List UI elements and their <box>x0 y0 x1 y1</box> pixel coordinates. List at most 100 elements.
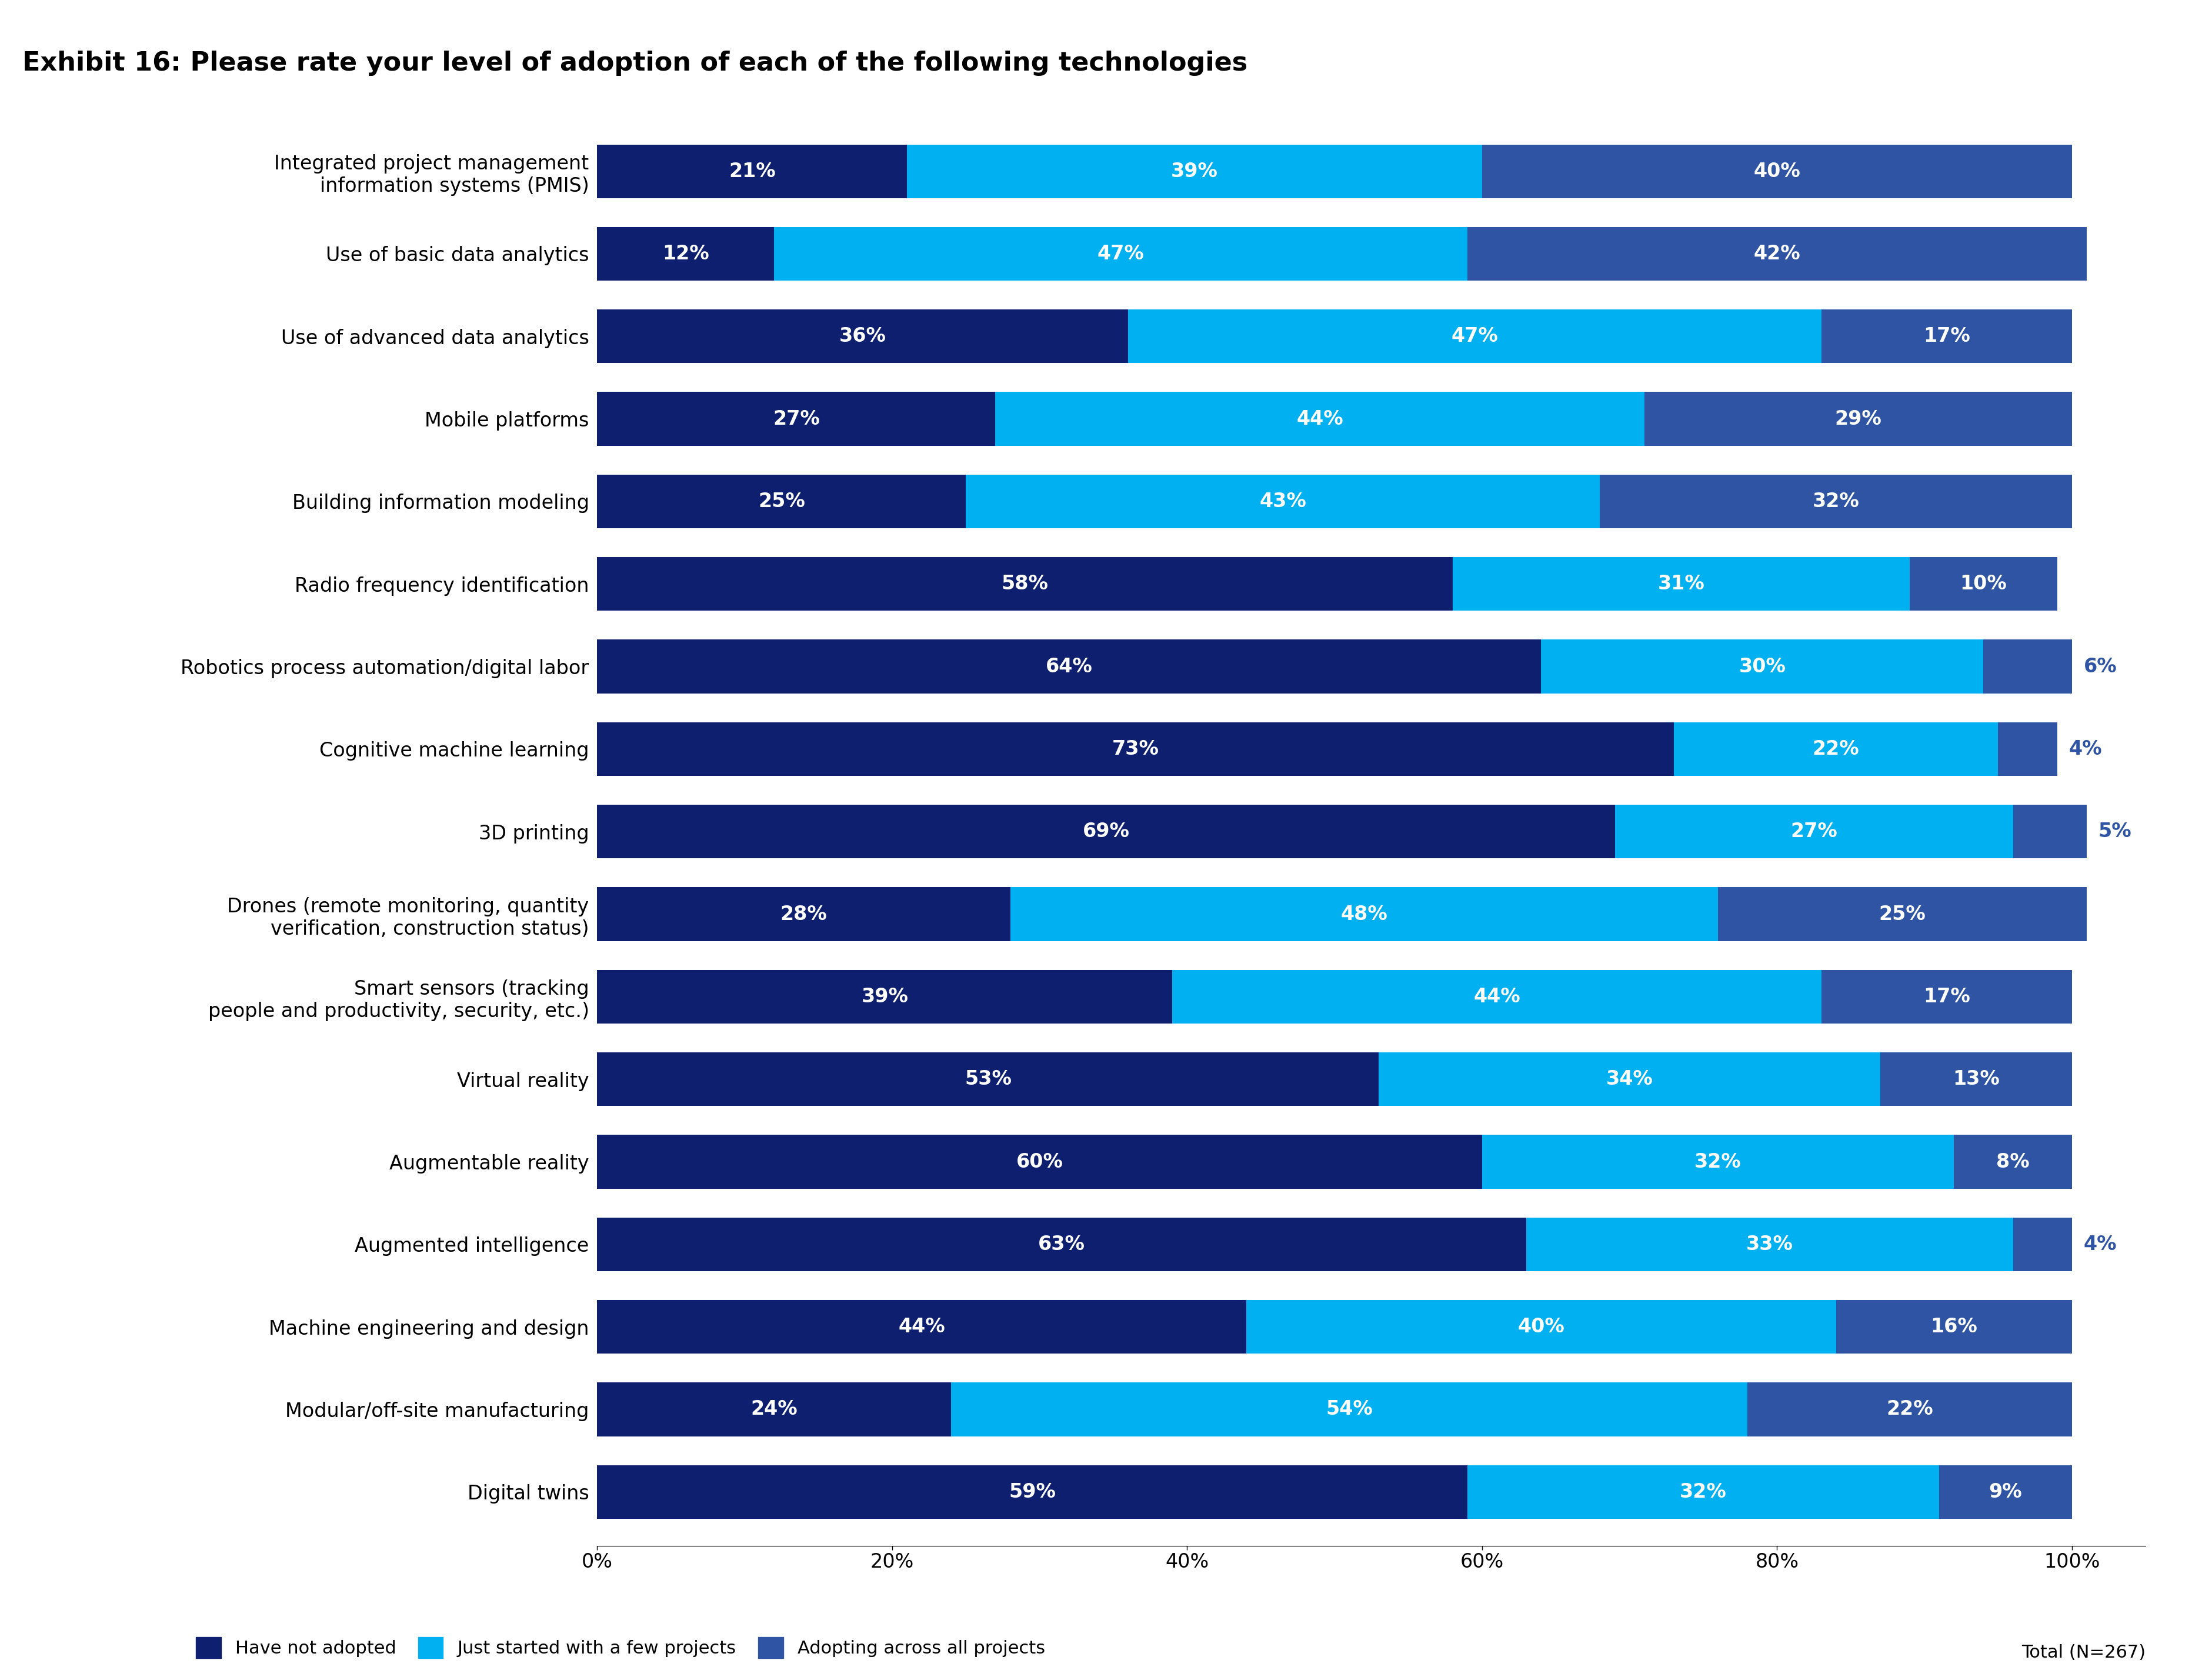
Text: 8%: 8% <box>1995 1152 2031 1171</box>
Bar <box>1997 722 2057 776</box>
Text: 28%: 28% <box>781 904 827 924</box>
Bar <box>597 227 774 281</box>
Text: 22%: 22% <box>1812 739 1860 759</box>
Bar <box>2013 1218 2073 1272</box>
Bar <box>1245 1300 1836 1354</box>
Text: 29%: 29% <box>1834 410 1882 428</box>
Bar <box>1820 309 2073 363</box>
Text: 4%: 4% <box>2084 1235 2117 1253</box>
Text: Exhibit 16: Please rate your level of adoption of each of the following technolo: Exhibit 16: Please rate your level of ad… <box>22 50 1248 76</box>
Bar <box>597 391 995 445</box>
Text: 73%: 73% <box>1113 739 1159 759</box>
Text: 63%: 63% <box>1037 1235 1086 1253</box>
Bar <box>597 309 1128 363</box>
Bar <box>597 1383 951 1436</box>
Text: 17%: 17% <box>1922 986 1971 1006</box>
Text: 39%: 39% <box>860 986 909 1006</box>
Text: 22%: 22% <box>1887 1399 1933 1420</box>
Text: 21%: 21% <box>728 161 776 181</box>
Text: 44%: 44% <box>1473 986 1520 1006</box>
Bar <box>597 1218 1526 1272</box>
Bar <box>1172 969 1820 1023</box>
Bar <box>1719 887 2086 941</box>
Bar <box>1482 1136 1953 1189</box>
Text: 53%: 53% <box>964 1070 1011 1089</box>
Bar <box>597 1300 1245 1354</box>
Bar <box>2013 805 2086 858</box>
Text: 27%: 27% <box>772 410 821 428</box>
Bar <box>1453 558 1909 612</box>
Text: 4%: 4% <box>2068 739 2101 759</box>
Bar <box>597 640 1542 694</box>
Bar <box>1011 887 1719 941</box>
Bar <box>1747 1383 2073 1436</box>
Bar <box>597 805 1615 858</box>
Text: 32%: 32% <box>1812 492 1860 511</box>
Text: 58%: 58% <box>1002 575 1048 593</box>
Text: 13%: 13% <box>1953 1070 2000 1089</box>
Bar <box>1984 640 2073 694</box>
Text: 10%: 10% <box>1960 575 2006 593</box>
Text: 60%: 60% <box>1015 1152 1064 1171</box>
Text: 47%: 47% <box>1451 326 1498 346</box>
Bar <box>597 474 967 528</box>
Text: 36%: 36% <box>838 326 887 346</box>
Bar <box>597 1465 1467 1519</box>
Bar <box>1880 1052 2073 1105</box>
Bar <box>1599 474 2073 528</box>
Bar <box>597 1052 1378 1105</box>
Text: 30%: 30% <box>1739 657 1785 677</box>
Bar <box>1542 640 1984 694</box>
Text: 48%: 48% <box>1340 904 1387 924</box>
Bar <box>967 474 1599 528</box>
Bar <box>597 1136 1482 1189</box>
Text: 59%: 59% <box>1009 1482 1055 1502</box>
Text: 39%: 39% <box>1170 161 1219 181</box>
Text: 40%: 40% <box>1517 1317 1564 1337</box>
Bar <box>597 969 1172 1023</box>
Text: 32%: 32% <box>1679 1482 1728 1502</box>
Bar <box>774 227 1467 281</box>
Text: 42%: 42% <box>1754 244 1801 264</box>
Bar <box>1953 1136 2073 1189</box>
Bar <box>907 144 1482 198</box>
Text: 25%: 25% <box>759 492 805 511</box>
Bar <box>1644 391 2073 445</box>
Text: 25%: 25% <box>1878 904 1927 924</box>
Bar <box>1820 969 2073 1023</box>
Bar <box>1836 1300 2073 1354</box>
Bar <box>597 558 1453 612</box>
Text: 32%: 32% <box>1694 1152 1741 1171</box>
Bar <box>1526 1218 2013 1272</box>
Bar <box>1615 805 2013 858</box>
Bar <box>995 391 1644 445</box>
Text: 44%: 44% <box>898 1317 945 1337</box>
Bar <box>951 1383 1747 1436</box>
Bar <box>1378 1052 1880 1105</box>
Bar <box>597 887 1011 941</box>
Text: 17%: 17% <box>1922 326 1971 346</box>
Bar <box>1467 1465 1940 1519</box>
Bar <box>597 722 1674 776</box>
Text: 40%: 40% <box>1754 161 1801 181</box>
Text: 16%: 16% <box>1931 1317 1978 1337</box>
Text: 31%: 31% <box>1657 575 1705 593</box>
Legend: Have not adopted, Just started with a few projects, Adopting across all projects: Have not adopted, Just started with a fe… <box>197 1638 1046 1658</box>
Text: Total (N=267): Total (N=267) <box>2022 1645 2146 1662</box>
Text: 12%: 12% <box>661 244 710 264</box>
Bar <box>1467 227 2086 281</box>
Bar <box>1909 558 2057 612</box>
Text: 64%: 64% <box>1046 657 1093 677</box>
Text: 54%: 54% <box>1325 1399 1374 1420</box>
Text: 47%: 47% <box>1097 244 1144 264</box>
Text: 6%: 6% <box>2084 657 2117 677</box>
Bar <box>1940 1465 2073 1519</box>
Text: 33%: 33% <box>1745 1235 1794 1253</box>
Bar <box>1128 309 1820 363</box>
Text: 9%: 9% <box>1989 1482 2022 1502</box>
Text: 69%: 69% <box>1082 822 1130 842</box>
Bar <box>1674 722 1997 776</box>
Text: 43%: 43% <box>1259 492 1307 511</box>
Text: 24%: 24% <box>750 1399 799 1420</box>
Text: 34%: 34% <box>1606 1070 1652 1089</box>
